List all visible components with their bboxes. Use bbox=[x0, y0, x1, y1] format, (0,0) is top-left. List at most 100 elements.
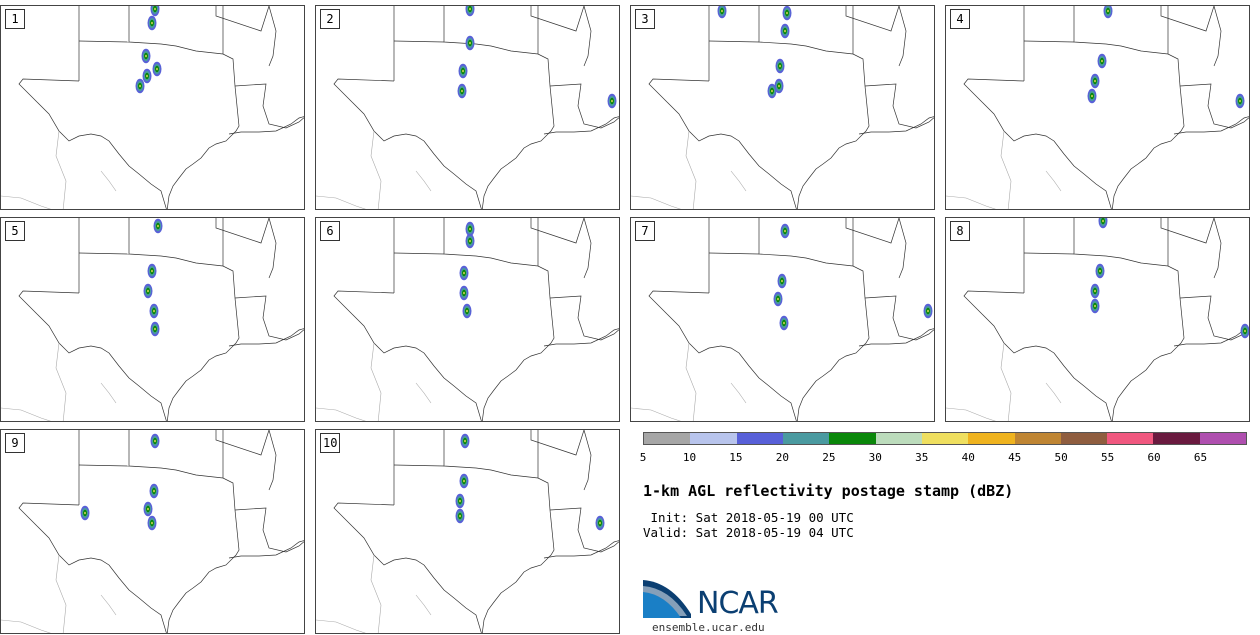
colorbar-segment bbox=[1014, 433, 1061, 444]
border-line bbox=[268, 430, 277, 491]
reflectivity-cell bbox=[147, 507, 149, 511]
mexico-border-line bbox=[1, 554, 117, 633]
reflectivity-cell bbox=[146, 74, 148, 78]
border-line bbox=[1073, 6, 1185, 209]
reflectivity-cell bbox=[1244, 329, 1246, 333]
border-line bbox=[583, 218, 592, 279]
panel-number-label: 7 bbox=[635, 221, 655, 241]
border-line bbox=[530, 6, 585, 32]
reflectivity-cell bbox=[1094, 304, 1096, 308]
panel-number-label: 4 bbox=[950, 9, 970, 29]
map-basemap bbox=[1, 6, 304, 209]
reflectivity-cell bbox=[147, 289, 149, 293]
map-basemap bbox=[946, 218, 1249, 421]
reflectivity-cell bbox=[463, 271, 465, 275]
border-line bbox=[1160, 218, 1215, 244]
border-line bbox=[443, 218, 555, 421]
colorbar-tick: 50 bbox=[1054, 451, 1068, 464]
colorbar-tick: 55 bbox=[1100, 451, 1115, 464]
border-line bbox=[215, 218, 270, 244]
border-line bbox=[1213, 6, 1222, 67]
reflectivity-cell bbox=[462, 69, 464, 73]
init-time: Init: Sat 2018-05-19 00 UTC bbox=[643, 510, 854, 525]
reflectivity-cell bbox=[459, 499, 461, 503]
mexico-border-line bbox=[946, 130, 1062, 209]
map-basemap bbox=[631, 6, 934, 209]
panel-number-label: 6 bbox=[320, 221, 340, 241]
coastline bbox=[228, 328, 304, 347]
reflectivity-cell bbox=[778, 84, 780, 88]
border-line bbox=[393, 40, 445, 43]
border-line bbox=[1023, 40, 1075, 43]
border-line bbox=[18, 502, 167, 633]
border-line bbox=[549, 295, 619, 341]
colorbar-segment bbox=[690, 433, 737, 444]
colorbar-segment bbox=[829, 433, 876, 444]
border-line bbox=[845, 6, 900, 32]
map-basemap bbox=[631, 218, 934, 421]
colorbar-tick: 20 bbox=[775, 451, 789, 464]
mexico-border-line bbox=[316, 554, 432, 633]
border-line bbox=[128, 218, 240, 421]
border-line bbox=[234, 295, 304, 341]
border-line bbox=[333, 502, 482, 633]
border-line bbox=[393, 464, 445, 467]
border-line bbox=[549, 507, 619, 553]
map-basemap bbox=[946, 6, 1249, 209]
mexico-border-line bbox=[1, 342, 117, 421]
border-line bbox=[845, 218, 900, 244]
border-line bbox=[215, 6, 270, 32]
panel-number-label: 5 bbox=[5, 221, 25, 241]
colorbar-tick: 5 bbox=[639, 451, 647, 464]
border-line bbox=[78, 464, 130, 467]
reflectivity-cell bbox=[145, 54, 147, 58]
reflectivity-cell bbox=[153, 309, 155, 313]
reflectivity-cell bbox=[151, 269, 153, 273]
panel-number-label: 10 bbox=[320, 433, 341, 453]
reflectivity-cell bbox=[84, 511, 86, 515]
panel-number-label: 3 bbox=[635, 9, 655, 29]
reflectivity-cell bbox=[781, 279, 783, 283]
reflectivity-cell bbox=[463, 479, 465, 483]
ncar-logo-text: NCAR bbox=[697, 586, 779, 621]
reflectivity-cell bbox=[466, 309, 468, 313]
reflectivity-cell bbox=[721, 9, 723, 13]
reflectivity-cell bbox=[151, 521, 153, 525]
coastline bbox=[543, 540, 619, 559]
coastline bbox=[228, 540, 304, 559]
reflectivity-cell bbox=[1091, 94, 1093, 98]
border-line bbox=[758, 218, 870, 421]
coastline bbox=[543, 116, 619, 135]
border-line bbox=[530, 218, 585, 244]
border-line bbox=[898, 6, 907, 67]
map-basemap bbox=[316, 218, 619, 421]
border-line bbox=[864, 295, 934, 341]
reflectivity-cell bbox=[1094, 79, 1096, 83]
border-line bbox=[1160, 6, 1215, 32]
reflectivity-cell bbox=[1094, 289, 1096, 293]
ncar-logo-icon bbox=[643, 580, 691, 618]
reflectivity-cell bbox=[139, 84, 141, 88]
coastline bbox=[543, 328, 619, 347]
border-line bbox=[963, 78, 1112, 209]
colorbar-tick: 25 bbox=[822, 451, 836, 464]
border-line bbox=[758, 6, 870, 209]
map-basemap bbox=[1, 430, 304, 633]
coastline bbox=[1173, 116, 1249, 135]
colorbar-tick: 30 bbox=[868, 451, 882, 464]
panel-number-label: 2 bbox=[320, 9, 340, 29]
border-line bbox=[583, 6, 592, 67]
colorbar-segment bbox=[1199, 433, 1247, 444]
map-basemap bbox=[1, 218, 304, 421]
reflectivity-cell bbox=[469, 239, 471, 243]
panel-number-label: 1 bbox=[5, 9, 25, 29]
border-line bbox=[18, 290, 167, 421]
reflectivity-cell bbox=[611, 99, 613, 103]
colorbar-segment bbox=[644, 433, 691, 444]
colorbar-tick: 10 bbox=[682, 451, 697, 464]
reflectivity-cell bbox=[464, 439, 466, 443]
border-line bbox=[648, 290, 797, 421]
reflectivity-cell bbox=[154, 439, 156, 443]
coastline bbox=[858, 116, 934, 135]
map-panel-9: 9 bbox=[0, 429, 305, 634]
